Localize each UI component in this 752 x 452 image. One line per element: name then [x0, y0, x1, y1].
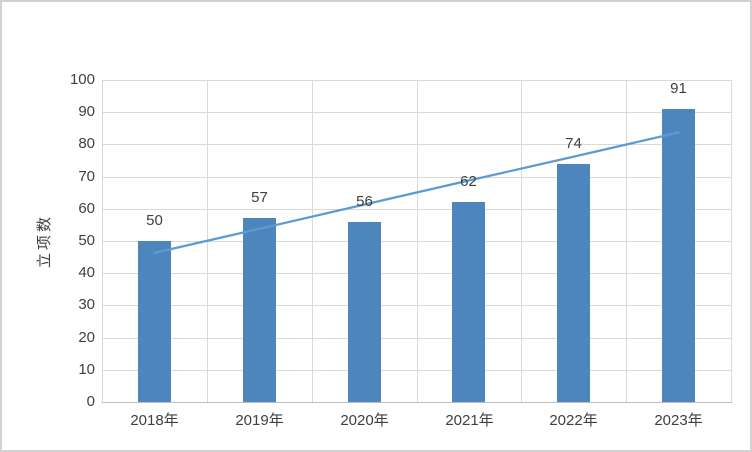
vertical-gridline — [731, 80, 732, 402]
y-axis-tick-label: 40 — [78, 264, 95, 281]
bar-2020[interactable] — [348, 222, 381, 402]
bar-value-label: 91 — [670, 80, 687, 97]
x-axis-tick-label: 2023年 — [654, 412, 703, 429]
x-axis-tick-label: 2022年 — [549, 412, 598, 429]
y-axis-tick-label: 70 — [78, 168, 95, 185]
vertical-gridline — [417, 80, 418, 402]
vertical-gridline — [102, 80, 103, 402]
y-axis-tick-label: 30 — [78, 296, 95, 313]
vertical-gridline — [626, 80, 627, 402]
bar-2018[interactable] — [138, 241, 171, 402]
x-axis-tick-label: 2018年 — [130, 412, 179, 429]
bar-value-label: 62 — [460, 173, 477, 190]
bar-2023[interactable] — [662, 109, 695, 402]
y-axis-tick-label: 10 — [78, 361, 95, 378]
y-axis-tick-label: 60 — [78, 200, 95, 217]
bar-value-label: 74 — [565, 135, 582, 152]
x-axis-tick-label: 2020年 — [340, 412, 389, 429]
x-axis-tick-label: 2019年 — [235, 412, 284, 429]
x-axis-tick-label: 2021年 — [445, 412, 494, 429]
bar-value-label: 57 — [251, 189, 268, 206]
bar-2022[interactable] — [557, 164, 590, 402]
vertical-gridline — [521, 80, 522, 402]
y-axis-tick-label: 0 — [86, 393, 95, 410]
trendline[interactable] — [102, 80, 731, 402]
y-axis-tick-label: 100 — [69, 71, 95, 88]
bar-2019[interactable] — [243, 218, 276, 402]
y-axis-tick-label: 80 — [78, 135, 95, 152]
y-axis-tick-label: 50 — [78, 232, 95, 249]
bar-value-label: 56 — [356, 193, 373, 210]
bar-2021[interactable] — [452, 202, 485, 402]
trendline-path[interactable] — [153, 131, 680, 255]
y-axis-title: 立项数 — [36, 213, 54, 269]
y-axis-tick-label: 20 — [78, 329, 95, 346]
vertical-gridline — [312, 80, 313, 402]
x-axis-line — [102, 402, 732, 403]
y-axis-tick-label: 90 — [78, 103, 95, 120]
bar-value-label: 50 — [146, 212, 163, 229]
